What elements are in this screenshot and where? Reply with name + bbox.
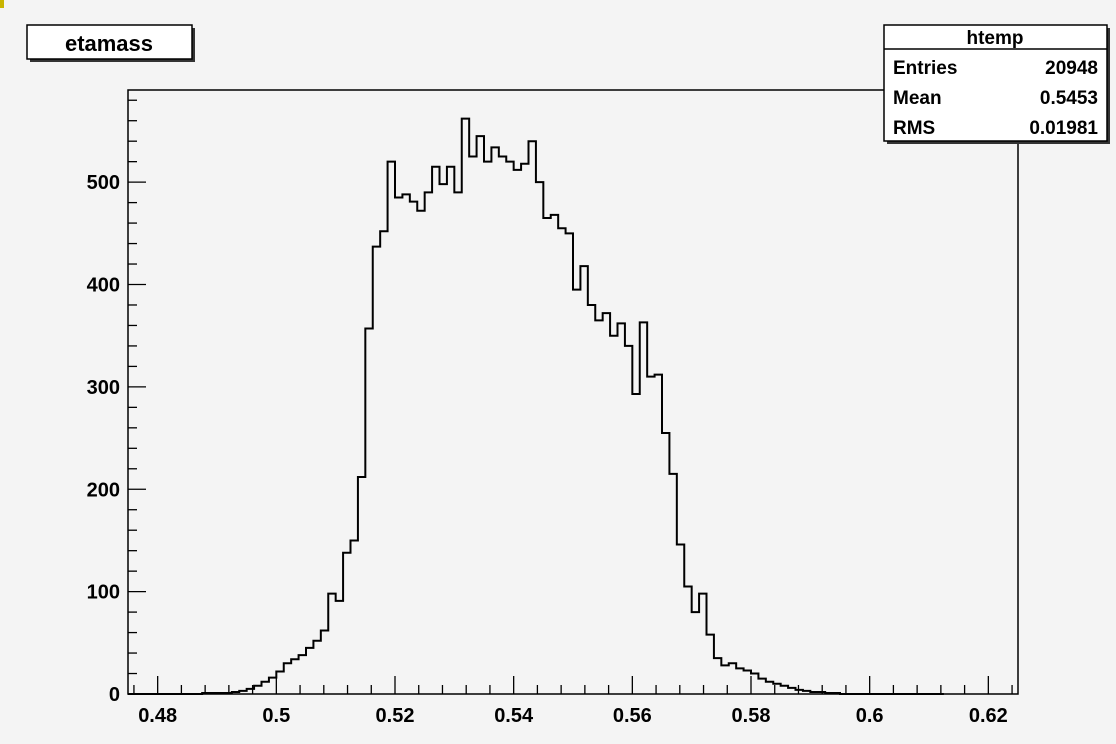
- plot-frame: [127, 89, 1019, 695]
- title-box-frame: [26, 24, 193, 60]
- y-tick-label: 200: [87, 479, 120, 501]
- stats-box-frame: [883, 24, 1108, 142]
- y-tick-label: 400: [87, 275, 120, 297]
- stats-label-rms: RMS: [893, 118, 935, 139]
- y-tick-label: 0: [109, 684, 120, 706]
- x-tick-label: 0.48: [138, 705, 177, 727]
- corner-mark: [0, 0, 4, 8]
- stats-value-entries: 20948: [1045, 58, 1098, 79]
- y-tick-label: 500: [87, 172, 120, 194]
- stats-label-entries: Entries: [893, 58, 957, 79]
- axis-ticks: [128, 99, 1013, 695]
- stats-label-mean: Mean: [893, 88, 942, 109]
- x-tick-label: 0.6: [856, 705, 884, 727]
- stats-value-rms: 0.01981: [1029, 118, 1098, 139]
- x-tick-label: 0.52: [376, 705, 415, 727]
- x-tick-label: 0.5: [262, 705, 290, 727]
- stats-box-title: htemp: [967, 28, 1024, 49]
- y-tick-label: 100: [87, 582, 120, 604]
- x-tick-labels: 0.48 0.5 0.52 0.54 0.56 0.58 0.6 0.62: [138, 705, 1008, 727]
- histogram-line: [128, 117, 944, 695]
- stats-box[interactable]: htemp Entries 20948 Mean 0.5453 RMS 0.01…: [883, 24, 1110, 144]
- stats-value-mean: 0.5453: [1040, 88, 1098, 109]
- x-tick-label: 0.56: [613, 705, 652, 727]
- y-tick-labels: 0 100 200 300 400 500: [87, 172, 120, 706]
- x-tick-label: 0.54: [494, 705, 534, 727]
- y-tick-label: 300: [87, 377, 120, 399]
- chart-title: etamass: [65, 31, 153, 56]
- title-box[interactable]: etamass: [26, 24, 195, 62]
- x-tick-label: 0.58: [732, 705, 771, 727]
- x-tick-label: 0.62: [969, 705, 1008, 727]
